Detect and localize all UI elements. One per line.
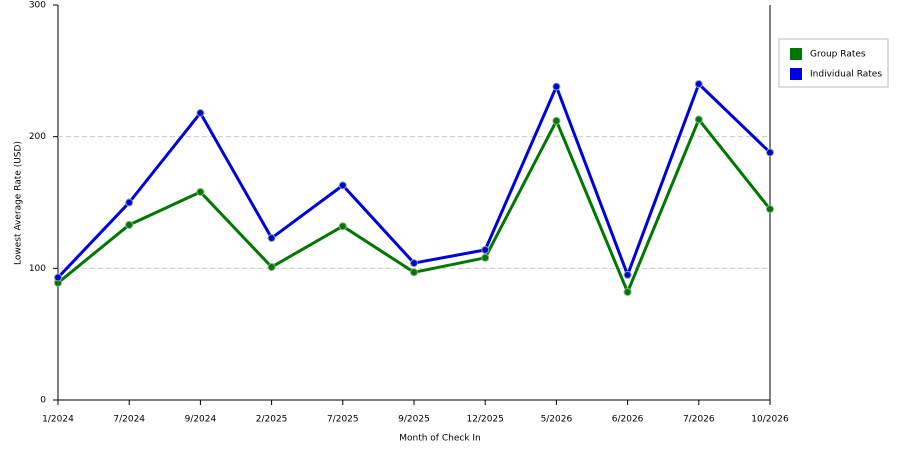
data-point xyxy=(552,116,561,125)
data-point xyxy=(338,181,347,190)
x-tick-label: 7/2026 xyxy=(683,415,715,425)
legend-swatch xyxy=(790,48,802,60)
x-tick-label: 2/2025 xyxy=(256,415,288,425)
x-axis-label: Month of Check In xyxy=(399,434,481,444)
x-tick-label: 9/2024 xyxy=(185,415,217,425)
series-line xyxy=(56,82,772,279)
data-point xyxy=(481,245,490,254)
data-point xyxy=(410,268,418,277)
data-point xyxy=(623,288,632,297)
data-point xyxy=(694,80,703,88)
legend-swatch xyxy=(790,68,802,80)
legend-label: Individual Rates xyxy=(810,70,882,80)
x-tick-label: 12/2025 xyxy=(467,415,504,425)
x-tick-label: 7/2025 xyxy=(327,415,359,425)
data-point xyxy=(410,259,418,268)
y-tick-label: 100 xyxy=(29,264,46,274)
legend-label: Group Rates xyxy=(810,50,866,60)
data-point xyxy=(267,263,276,272)
y-axis-label: Lowest Average Rate (USD) xyxy=(14,141,24,265)
data-point xyxy=(267,234,276,243)
data-point xyxy=(766,205,774,214)
data-point xyxy=(766,148,774,157)
x-tick-label: 5/2026 xyxy=(541,415,573,425)
y-tick-label: 200 xyxy=(29,132,46,142)
data-point xyxy=(694,115,703,124)
x-tick-label: 10/2026 xyxy=(751,415,789,425)
data-point xyxy=(338,222,347,231)
data-point xyxy=(623,270,632,279)
data-point xyxy=(481,253,490,262)
data-point xyxy=(552,82,561,91)
data-point xyxy=(125,198,134,207)
data-point xyxy=(125,220,134,229)
y-tick-label: 300 xyxy=(29,1,46,11)
x-tick-label: 9/2025 xyxy=(398,415,430,425)
x-tick-label: 1/2024 xyxy=(42,415,74,425)
y-tick-label: 0 xyxy=(40,396,46,406)
data-point xyxy=(196,108,205,117)
x-tick-label: 6/2026 xyxy=(612,415,644,425)
x-tick-label: 7/2024 xyxy=(113,415,145,425)
data-point xyxy=(54,273,62,282)
data-point xyxy=(196,187,205,196)
